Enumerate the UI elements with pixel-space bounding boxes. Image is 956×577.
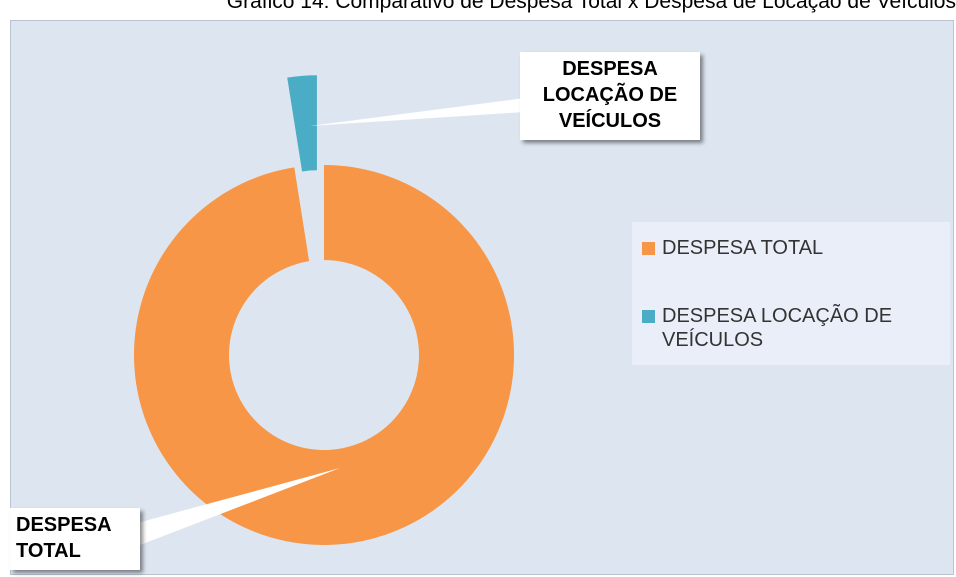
callout-pointer xyxy=(130,468,340,545)
legend-swatch xyxy=(642,242,655,255)
donut-slice xyxy=(134,165,515,546)
donut-slice xyxy=(287,75,317,172)
callout-pointer xyxy=(310,98,525,126)
legend-label: DESPESA LOCAÇÃO DE VEÍCULOS xyxy=(662,305,893,351)
legend-label: DESPESA TOTAL xyxy=(662,237,824,259)
legend: DESPESA TOTAL DESPESA LOCAÇÃO DE VEÍCULOS xyxy=(632,222,950,365)
chart-title: Gráfico 14: Comparativo de Despesa Total… xyxy=(226,0,956,13)
legend-swatch xyxy=(642,310,655,323)
data-label: DESPESA LOCAÇÃO DE VEÍCULOS xyxy=(520,52,700,140)
data-label: DESPESA TOTAL xyxy=(10,508,140,570)
legend-entry: DESPESA TOTAL xyxy=(642,236,942,260)
legend-entry: DESPESA LOCAÇÃO DE VEÍCULOS xyxy=(642,304,942,352)
